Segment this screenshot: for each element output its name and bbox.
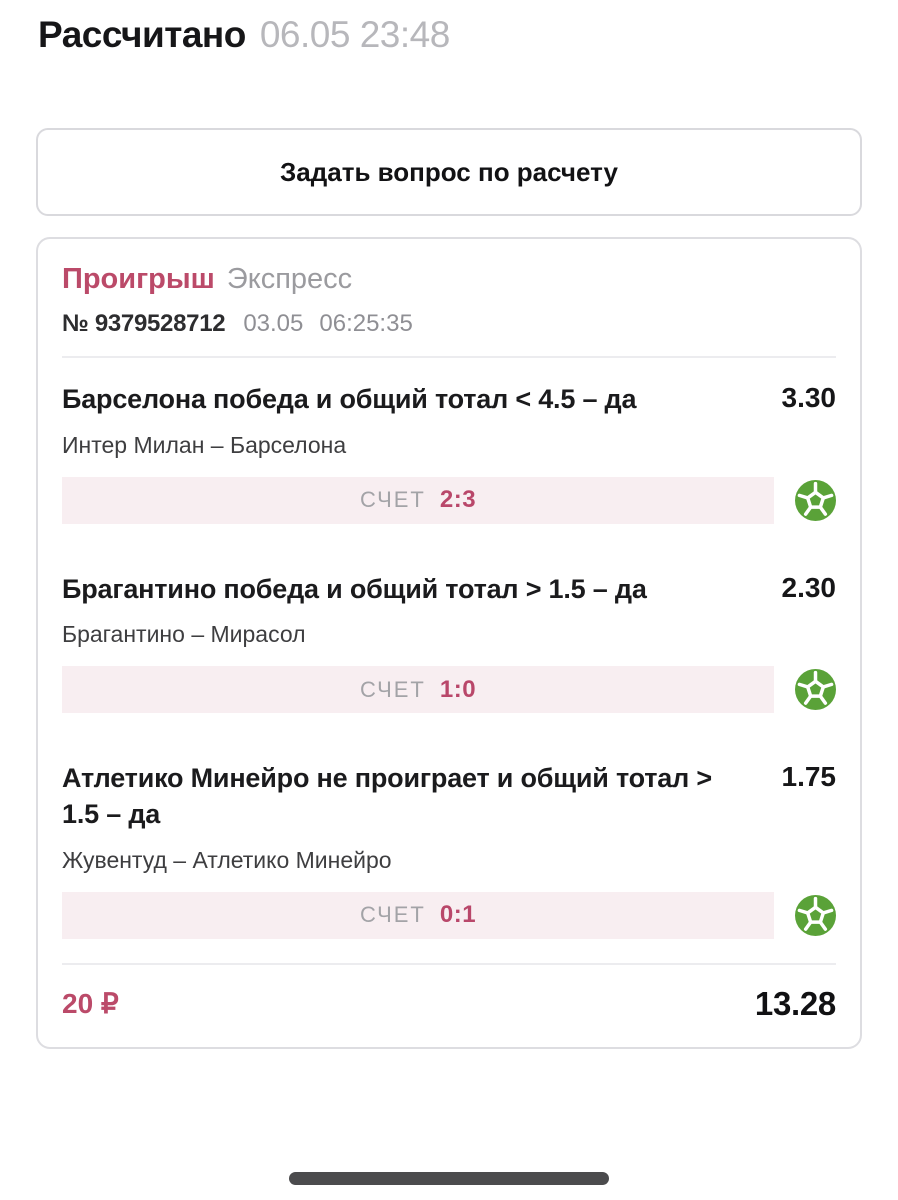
coupon-footer: 20 ₽ 13.28: [62, 965, 836, 1047]
coupon-number: № 9379528712: [62, 310, 226, 337]
divider: [62, 356, 836, 358]
coupon-status-badge: Проигрыш: [62, 263, 215, 295]
settlement-datetime: 06.05 23:48: [259, 14, 450, 55]
settled-bet-page: Рассчитано 06.05 23:48 Задать вопрос по …: [36, 14, 862, 1049]
bet-head: Атлетико Минейро не проиграет и общий то…: [62, 761, 836, 832]
bet-head: Барселона победа и общий тотал < 4.5 – д…: [62, 382, 836, 418]
bet-odds: 1.75: [781, 761, 837, 793]
score-bar: СЧЕТ 1:0: [62, 666, 774, 714]
bet-odds: 2.30: [781, 571, 837, 603]
coupon-type-label: Экспресс: [226, 263, 353, 295]
score-bar: СЧЕТ 2:3: [62, 476, 774, 524]
score-label: СЧЕТ: [359, 902, 426, 927]
bet-head: Брагантино победа и общий тотал > 1.5 – …: [62, 572, 836, 608]
score-row: СЧЕТ 1:0: [62, 666, 836, 714]
coupon-status-row: Проигрыш Экспресс: [62, 263, 836, 296]
coupon-card: Проигрыш Экспресс № 9379528712 03.05 06:…: [36, 237, 862, 1049]
page-header: Рассчитано 06.05 23:48: [36, 14, 862, 56]
bet-item: Барселона победа и общий тотал < 4.5 – д…: [62, 358, 836, 524]
bet-match-name: Жувентуд – Атлетико Минейро: [62, 846, 392, 873]
soccer-ball-icon: [795, 669, 836, 711]
score-label: СЧЕТ: [359, 487, 426, 513]
home-indicator[interactable]: [289, 1172, 609, 1185]
bet-odds: 3.30: [781, 382, 837, 413]
bet-title: Атлетико Минейро не проиграет и общий то…: [62, 763, 712, 829]
coupon-time: 06:25:35: [319, 310, 413, 337]
score-label: СЧЕТ: [359, 676, 426, 702]
score-bar: СЧЕТ 0:1: [62, 891, 774, 939]
score-value: 1:0: [439, 675, 477, 703]
page-title: Рассчитано: [38, 14, 246, 55]
stake-amount: 20 ₽: [62, 988, 119, 1019]
divider: [62, 962, 836, 965]
soccer-ball-icon: [795, 894, 836, 936]
bet-match-name: Интер Милан – Барселона: [62, 431, 347, 458]
score-value: 2:3: [439, 486, 477, 514]
bet-match-name: Брагантино – Мирасол: [62, 621, 306, 648]
coupon-meta-row: № 9379528712 03.05 06:25:35: [62, 310, 836, 338]
coupon-date: 03.05: [243, 310, 304, 337]
bet-title: Барселона победа и общий тотал < 4.5 – д…: [62, 384, 637, 414]
score-value: 0:1: [439, 901, 477, 928]
score-row: СЧЕТ 2:3: [62, 476, 836, 524]
bet-item: Брагантино победа и общий тотал > 1.5 – …: [62, 548, 836, 714]
soccer-ball-icon: [795, 479, 836, 521]
bet-item: Атлетико Минейро не проиграет и общий то…: [62, 737, 836, 939]
score-row: СЧЕТ 0:1: [62, 891, 836, 939]
bet-title: Брагантино победа и общий тотал > 1.5 – …: [62, 573, 647, 604]
total-odds: 13.28: [754, 984, 836, 1022]
ask-question-button[interactable]: Задать вопрос по расчету: [36, 128, 862, 216]
